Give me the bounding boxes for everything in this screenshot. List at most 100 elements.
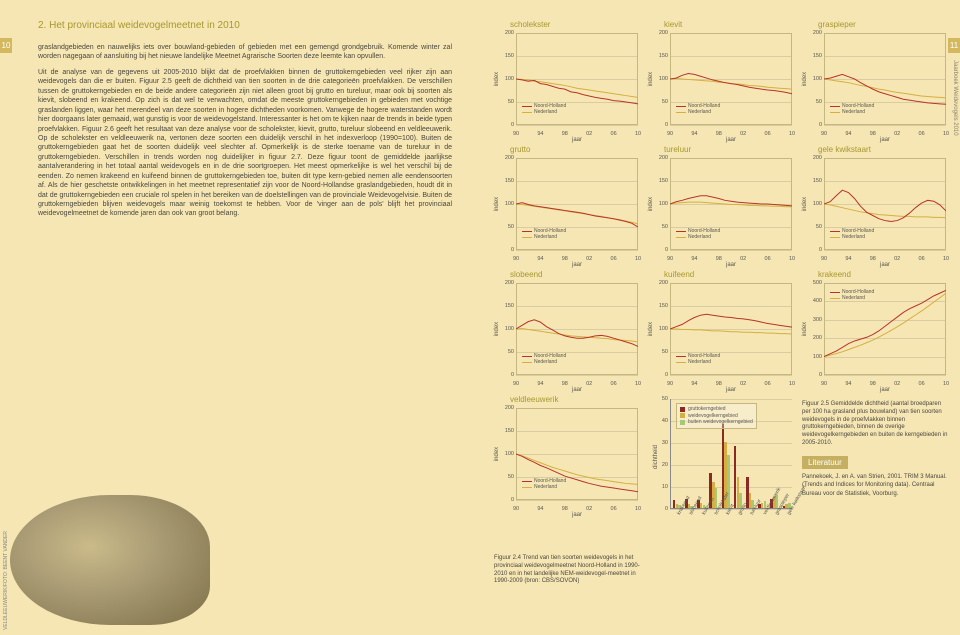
y-tick: 150 (656, 178, 668, 184)
x-tick: 06 (765, 131, 771, 137)
bar-y-tick: 30 (656, 440, 668, 446)
y-axis-label: index (494, 322, 500, 336)
chart-title: scholekster (510, 20, 642, 29)
x-tick: 90 (821, 131, 827, 137)
bar-y-tick: 10 (656, 484, 668, 490)
paragraph-1: graslandgebieden en nauwelijks iets over… (38, 43, 452, 62)
right-column-text: Figuur 2.5 Gemiddelde dichtheid (aantal … (802, 395, 950, 545)
y-tick: 0 (502, 372, 514, 378)
x-tick: 06 (919, 256, 925, 262)
y-tick: 200 (810, 30, 822, 36)
y-axis-label: index (802, 197, 808, 211)
legend-nl: Nederland (688, 359, 711, 365)
x-tick: 94 (537, 381, 543, 387)
x-tick: 90 (667, 256, 673, 262)
charts-grid: scholekster index05010015020090949802061… (494, 20, 942, 586)
y-axis-label: index (648, 322, 654, 336)
y-tick: 0 (656, 247, 668, 253)
y-axis-label: index (494, 72, 500, 86)
y-tick: 100 (502, 451, 514, 457)
y-tick: 0 (502, 122, 514, 128)
x-axis-label: jaar (572, 512, 582, 518)
x-tick: 94 (537, 131, 543, 137)
legend-nl: Nederland (534, 234, 557, 240)
bar-legend-label: buiten weidevogelkerngebied (688, 419, 753, 426)
chart-title: graspieper (818, 20, 950, 29)
chart-kievit: kievit index050100150200909498020610jaar… (648, 20, 796, 141)
y-tick: 50 (656, 224, 668, 230)
chart-title: grutto (510, 145, 642, 154)
x-tick: 06 (611, 256, 617, 262)
figure-2-4-caption-wrap: Figuur 2.4 Trend van tien soorten weidev… (494, 549, 642, 586)
chart-title: kievit (664, 20, 796, 29)
y-tick: 150 (502, 53, 514, 59)
y-tick: 200 (656, 30, 668, 36)
legend-nl: Nederland (842, 109, 865, 115)
y-tick: 200 (656, 280, 668, 286)
y-tick: 100 (502, 326, 514, 332)
x-tick: 02 (894, 256, 900, 262)
y-tick: 0 (656, 122, 668, 128)
section-title: 2. Het provinciaal weidevogelmeetnet in … (18, 20, 462, 31)
chart-krakeend: krakeend index01002003004005009094980206… (802, 270, 950, 391)
x-axis-label: jaar (726, 387, 736, 393)
x-tick: 02 (894, 131, 900, 137)
chart-gele kwikstaart: gele kwikstaart index0501001502009094980… (802, 145, 950, 266)
y-tick: 150 (810, 53, 822, 59)
legend-nl: Nederland (688, 109, 711, 115)
x-tick: 02 (586, 381, 592, 387)
y-tick: 200 (502, 405, 514, 411)
x-tick: 10 (789, 381, 795, 387)
bar-y-tick: 40 (656, 418, 668, 424)
side-label: Jaarboek Weidevogels 2010 (952, 60, 958, 136)
bird-photo (10, 495, 210, 625)
x-tick: 94 (845, 381, 851, 387)
chart-kuifeend: kuifeend index050100150200909498020610ja… (648, 270, 796, 391)
y-axis-label: index (802, 322, 808, 336)
x-tick: 98 (870, 131, 876, 137)
x-axis-label: jaar (880, 262, 890, 268)
y-tick: 200 (502, 30, 514, 36)
x-tick: 90 (513, 506, 519, 512)
chart-legend: Noord-Holland Nederland (522, 353, 566, 365)
x-tick: 10 (635, 506, 641, 512)
x-axis-label: jaar (572, 387, 582, 393)
y-tick: 200 (810, 335, 822, 341)
y-axis-label: index (648, 197, 654, 211)
x-tick: 06 (919, 131, 925, 137)
x-tick: 06 (611, 506, 617, 512)
chart-title: slobeend (510, 270, 642, 279)
x-axis-label: jaar (880, 137, 890, 143)
figure-2-4-caption: Figuur 2.4 Trend van tien soorten weidev… (494, 555, 642, 586)
grid-line (824, 125, 946, 126)
y-tick: 0 (502, 247, 514, 253)
grid-line (516, 375, 638, 376)
x-tick: 06 (611, 131, 617, 137)
x-tick: 90 (667, 131, 673, 137)
x-axis-label: jaar (572, 137, 582, 143)
x-tick: 94 (845, 256, 851, 262)
x-tick: 02 (740, 256, 746, 262)
chart-legend: Noord-Holland Nederland (522, 478, 566, 490)
legend-nl: Nederland (842, 295, 865, 301)
grid-line (670, 375, 792, 376)
x-tick: 06 (765, 381, 771, 387)
bar-legend: gruttokerngebiedweidevogelkerngebiedbuit… (676, 403, 757, 429)
chart-title: gele kwikstaart (818, 145, 950, 154)
x-tick: 90 (513, 131, 519, 137)
grid-line (516, 125, 638, 126)
x-tick: 10 (635, 256, 641, 262)
y-axis-label: index (494, 447, 500, 461)
chart-legend: Noord-Holland Nederland (522, 228, 566, 240)
chart-legend: Noord-Holland Nederland (676, 353, 720, 365)
y-tick: 150 (502, 428, 514, 434)
x-tick: 10 (635, 131, 641, 137)
x-tick: 90 (667, 381, 673, 387)
chart-title: krakeend (818, 270, 950, 279)
y-tick: 50 (502, 99, 514, 105)
legend-nl: Nederland (534, 484, 557, 490)
x-tick: 98 (716, 131, 722, 137)
y-tick: 50 (810, 224, 822, 230)
y-tick: 100 (810, 76, 822, 82)
y-tick: 200 (502, 155, 514, 161)
